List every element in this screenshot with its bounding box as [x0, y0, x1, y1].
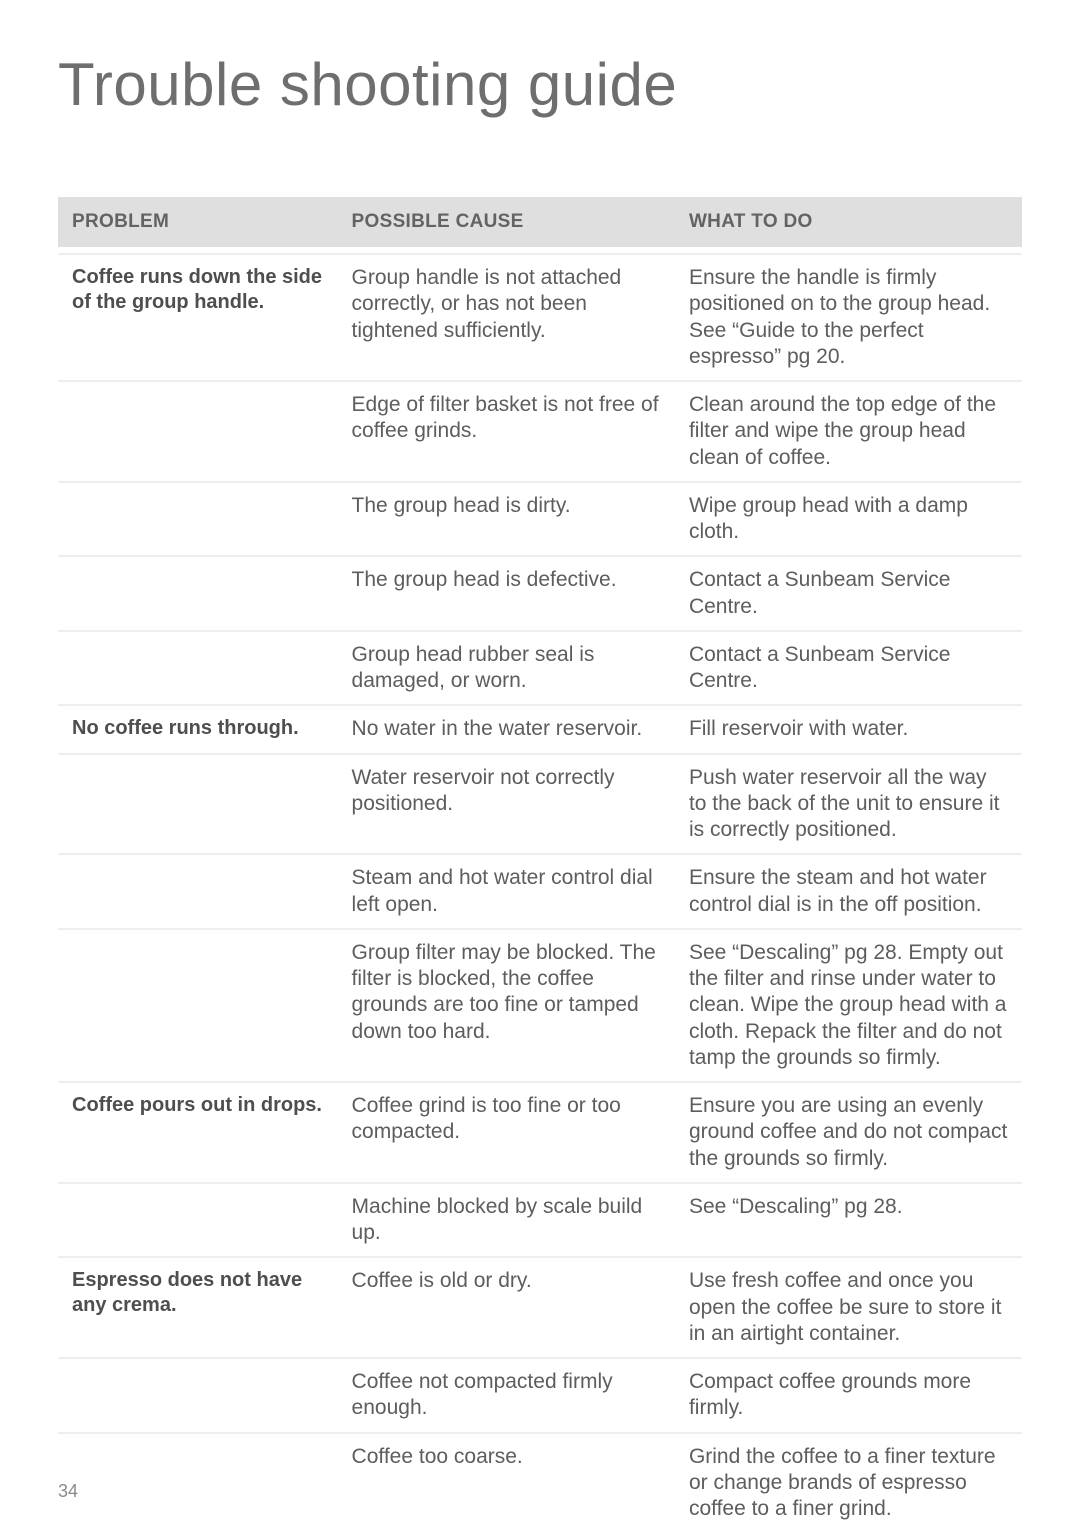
table-row: Coffee runs down the side of the group h…	[58, 254, 1022, 381]
cell-problem: Coffee runs down the side of the group h…	[58, 254, 338, 381]
cell-cause: The group head is dirty.	[338, 482, 675, 557]
cell-problem	[58, 1183, 338, 1258]
cell-action: See “Descaling” pg 28.	[675, 1183, 1022, 1258]
cell-cause: The group head is defective.	[338, 556, 675, 631]
table-row: Group filter may be blocked. The filter …	[58, 929, 1022, 1082]
cell-action: Grind the coffee to a finer texture or c…	[675, 1433, 1022, 1532]
cell-action: Compact coffee grounds more firmly.	[675, 1358, 1022, 1433]
table-row: Machine blocked by scale build up. See “…	[58, 1183, 1022, 1258]
cell-action: Ensure you are using an evenly ground co…	[675, 1082, 1022, 1183]
cell-problem	[58, 854, 338, 929]
page-title: Trouble shooting guide	[58, 50, 1022, 119]
cell-problem	[58, 929, 338, 1082]
cell-action: Clean around the top edge of the filter …	[675, 381, 1022, 482]
header-action: WHAT TO DO	[675, 197, 1022, 247]
cell-cause: Coffee too coarse.	[338, 1433, 675, 1532]
cell-action: Contact a Sunbeam Service Centre.	[675, 631, 1022, 706]
table-row: Group head rubber seal is damaged, or wo…	[58, 631, 1022, 706]
cell-problem	[58, 754, 338, 855]
cell-cause: Group filter may be blocked. The filter …	[338, 929, 675, 1082]
cell-action: Push water reservoir all the way to the …	[675, 754, 1022, 855]
cell-problem: Coffee pours out in drops.	[58, 1082, 338, 1183]
table-row: Steam and hot water control dial left op…	[58, 854, 1022, 929]
header-cause: POSSIBLE CAUSE	[338, 197, 675, 247]
cell-action: Ensure the handle is firmly positioned o…	[675, 254, 1022, 381]
cell-cause: Group handle is not attached correctly, …	[338, 254, 675, 381]
table-row: Edge of filter basket is not free of cof…	[58, 381, 1022, 482]
table-row: Water reservoir not correctly positioned…	[58, 754, 1022, 855]
cell-cause: Machine blocked by scale build up.	[338, 1183, 675, 1258]
table-row: Coffee too coarse. Grind the coffee to a…	[58, 1433, 1022, 1532]
cell-problem	[58, 482, 338, 557]
cell-cause: Coffee grind is too fine or too compacte…	[338, 1082, 675, 1183]
table-row: Espresso does not have any crema. Coffee…	[58, 1257, 1022, 1358]
cell-action: Use fresh coffee and once you open the c…	[675, 1257, 1022, 1358]
page-number: 34	[58, 1481, 78, 1502]
cell-problem	[58, 1433, 338, 1532]
table-row: The group head is defective. Contact a S…	[58, 556, 1022, 631]
cell-problem	[58, 556, 338, 631]
troubleshooting-table: PROBLEM POSSIBLE CAUSE WHAT TO DO Coffee…	[58, 197, 1022, 1532]
cell-action: See “Descaling” pg 28. Empty out the fil…	[675, 929, 1022, 1082]
cell-problem: No coffee runs through.	[58, 705, 338, 753]
cell-action: Wipe group head with a damp cloth.	[675, 482, 1022, 557]
table-row: Coffee pours out in drops. Coffee grind …	[58, 1082, 1022, 1183]
cell-action: Ensure the steam and hot water control d…	[675, 854, 1022, 929]
cell-problem	[58, 381, 338, 482]
table-row: The group head is dirty. Wipe group head…	[58, 482, 1022, 557]
cell-cause: Coffee not compacted firmly enough.	[338, 1358, 675, 1433]
cell-action: Contact a Sunbeam Service Centre.	[675, 556, 1022, 631]
table-row: No coffee runs through. No water in the …	[58, 705, 1022, 753]
cell-cause: Group head rubber seal is damaged, or wo…	[338, 631, 675, 706]
header-problem: PROBLEM	[58, 197, 338, 247]
cell-cause: Coffee is old or dry.	[338, 1257, 675, 1358]
cell-action: Fill reservoir with water.	[675, 705, 1022, 753]
cell-problem	[58, 1358, 338, 1433]
cell-problem	[58, 631, 338, 706]
cell-cause: Water reservoir not correctly positioned…	[338, 754, 675, 855]
cell-cause: No water in the water reservoir.	[338, 705, 675, 753]
cell-cause: Edge of filter basket is not free of cof…	[338, 381, 675, 482]
table-row: Coffee not compacted firmly enough. Comp…	[58, 1358, 1022, 1433]
cell-problem: Espresso does not have any crema.	[58, 1257, 338, 1358]
cell-cause: Steam and hot water control dial left op…	[338, 854, 675, 929]
